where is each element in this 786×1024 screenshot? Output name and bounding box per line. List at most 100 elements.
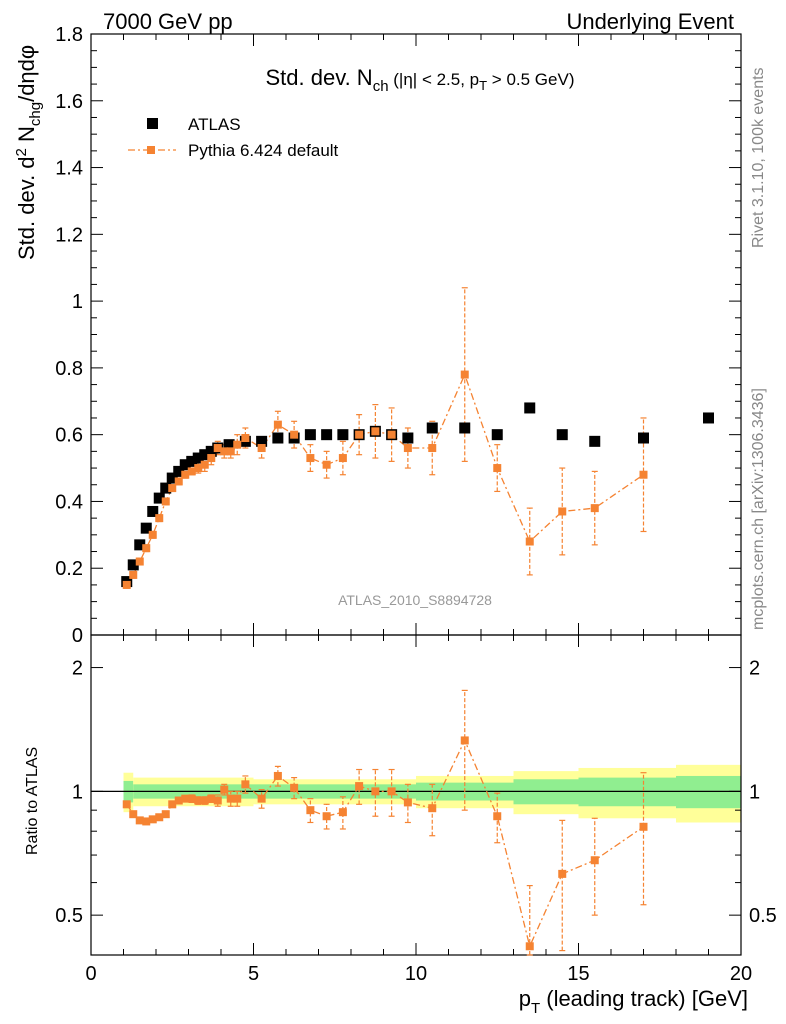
analysis-id-watermark: ATLAS_2010_S8894728 (338, 592, 492, 608)
xlabel-sub: T (531, 1000, 540, 1017)
atlas-data-point (556, 429, 568, 441)
atlas-data-point (524, 402, 536, 414)
atlas-data-point (166, 472, 178, 484)
pythia-data-point (129, 570, 138, 579)
pythia-data-point (290, 430, 299, 439)
ratio-data-point (174, 796, 183, 805)
header-left: 7000 GeV pp (103, 9, 233, 34)
title-sub: ch (373, 78, 389, 95)
pythia-data-point (639, 470, 648, 479)
ratio-data-point (306, 806, 315, 815)
pythia-data-point (460, 370, 469, 379)
pythia-data-point (241, 434, 250, 443)
ratio-data-point (639, 822, 648, 831)
x-tick-label: 20 (730, 963, 752, 985)
atlas-data-point (160, 482, 172, 494)
atlas-data-point (173, 465, 185, 477)
pythia-data-point (135, 557, 144, 566)
pythia-data-point (161, 497, 170, 506)
pythia-data-point (590, 504, 599, 513)
atlas-data-point (337, 429, 349, 441)
rivet-version-label: Rivet 3.1.10, 100k events (750, 67, 767, 248)
title-cut-sub: T (479, 78, 487, 93)
atlas-data-point (205, 445, 217, 457)
pythia-data-point (403, 444, 412, 453)
pythia-data-point (181, 470, 190, 479)
ratio-data-point (207, 794, 216, 803)
pythia-data-point (493, 464, 502, 473)
y-tick-label: 1 (72, 291, 83, 313)
y-tick-label: 1.2 (55, 224, 83, 246)
xlabel-a: p (519, 986, 531, 1011)
pythia-data-point (213, 444, 222, 453)
x-axis-label: pT (leading track) [GeV] (519, 986, 748, 1017)
legend-marker-pythia (147, 146, 155, 154)
ratio-data-point (241, 780, 250, 789)
pythia-data-point (322, 460, 331, 469)
ratio-data-point (200, 796, 209, 805)
pythia-data-point (525, 537, 534, 546)
pythia-data-point (148, 530, 157, 539)
pythia-data-point (338, 454, 347, 463)
ratio-data-point (155, 813, 164, 822)
chart-title: Std. dev. Nch (|η| < 2.5, pT > 0.5 GeV) (266, 65, 575, 95)
pythia-data-point (273, 420, 282, 429)
ratio-data-point (135, 816, 144, 825)
ratio-data-point (403, 798, 412, 807)
legend-marker-atlas (147, 118, 158, 129)
ratio-data-point (428, 804, 437, 813)
x-tick-label: 15 (567, 963, 589, 985)
ratio-data-point (148, 815, 157, 824)
ratio-data-point (233, 794, 242, 803)
ratio-data-point (387, 787, 396, 796)
xlabel-b: (leading track) [GeV] (540, 986, 748, 1011)
ratio-data-point (460, 736, 469, 745)
pythia-data-point (168, 484, 177, 493)
ylabel-sub: chg (27, 102, 44, 126)
axes: 0 5 10 15 20 0 0.2 0.4 0.6 0.8 1 1.2 1.4 1.6 1.8 0.5 0.5… (55, 24, 777, 985)
atlas-data-point (703, 412, 714, 424)
ratio-tick-label-right: 0.5 (749, 905, 777, 927)
ratio-data-point (161, 810, 170, 819)
atlas-data-point (140, 522, 152, 534)
ratio-data-point (194, 796, 203, 805)
y-tick-label: 1.4 (55, 158, 83, 180)
pythia-data-point (207, 454, 216, 463)
ratio-data-point (355, 782, 364, 791)
ratio-data-point (181, 794, 190, 803)
atlas-data-point (638, 432, 649, 444)
ratio-data-point (226, 794, 235, 803)
ratio-data-point (213, 796, 222, 805)
ratio-data-point (558, 869, 567, 878)
y-tick-label: 0.6 (55, 425, 83, 447)
ratio-data-point (371, 787, 380, 796)
band-green-segment (676, 775, 741, 809)
pythia-data-point (257, 444, 266, 453)
pythia-data-point (371, 427, 380, 436)
ratio-data-point (142, 817, 151, 826)
pythia-data-point (226, 447, 235, 456)
ratio-data-point (590, 856, 599, 865)
ratio-tick-label-left: 1 (72, 781, 83, 803)
pythia-data-point (155, 514, 164, 523)
ratio-data-point (220, 785, 229, 794)
y-tick-label: 1.8 (55, 24, 83, 46)
pythia-data-point (174, 477, 183, 486)
pythia-data-point (187, 467, 196, 476)
atlas-data-point (186, 455, 198, 467)
x-tick-label: 5 (248, 963, 259, 985)
y-tick-label: 0 (72, 625, 83, 647)
atlas-data-point (272, 432, 284, 444)
y-tick-label: 0.2 (55, 558, 83, 580)
atlas-data-point (589, 435, 601, 447)
title-main: Std. dev. N (266, 65, 373, 90)
ratio-data-point (273, 771, 282, 780)
y-tick-label: 0.8 (55, 358, 83, 380)
atlas-data-point (304, 429, 316, 441)
ratio-data-point (493, 812, 502, 821)
pythia-data-point (387, 430, 396, 439)
pythia-data-point (306, 454, 315, 463)
atlas-data-point (199, 449, 211, 461)
pythia-data-point (428, 444, 437, 453)
atlas-data-point (426, 422, 438, 434)
